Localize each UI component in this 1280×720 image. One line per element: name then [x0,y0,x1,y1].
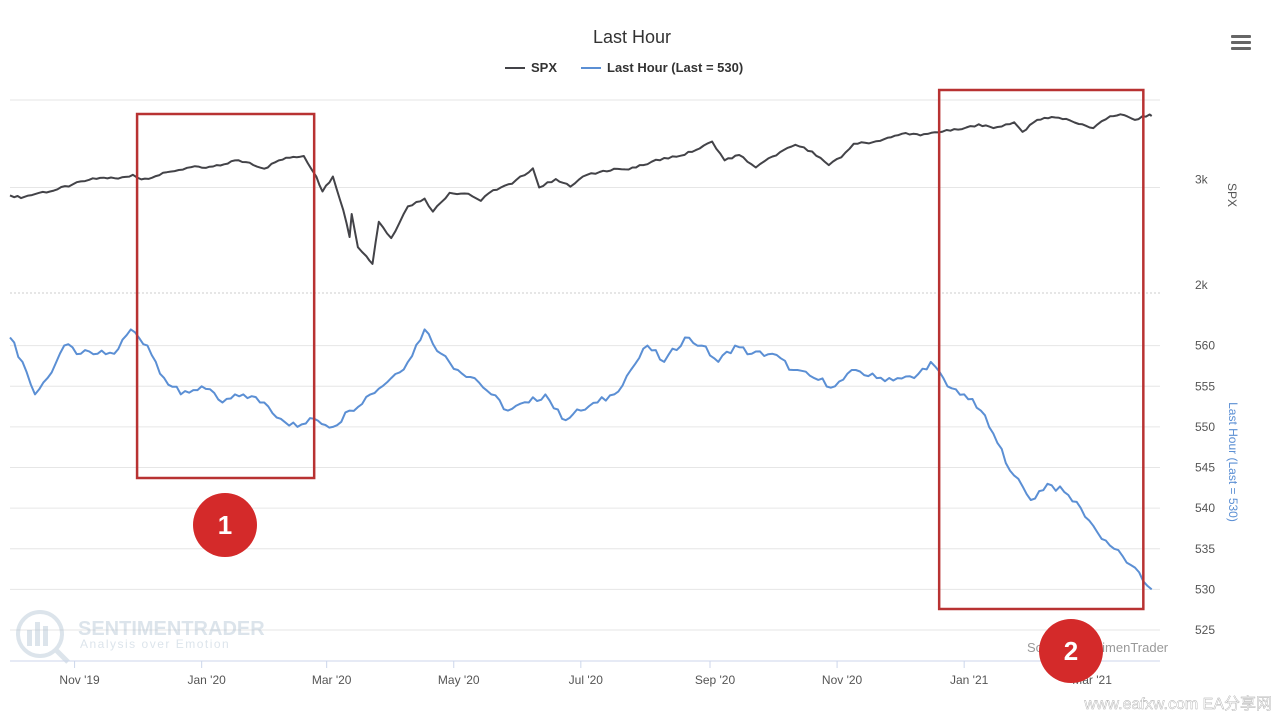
chart-title: Last Hour [593,27,671,47]
x-tick-label: Mar '20 [312,673,352,687]
highlight-box-1 [135,112,316,480]
y-tick-spx: 3k [1195,173,1209,187]
legend-item-last-hour[interactable]: Last Hour (Last = 530) [581,60,743,75]
x-tick-label: Sep '20 [695,673,736,687]
x-tick-label: Jan '20 [188,673,227,687]
series-line-spx [9,113,1153,265]
axes-layer: 3k 2k 560 555 550 545 540 535 530 525 Nov '19 Jan '… [10,173,1215,687]
y-tick-spx: 2k [1195,278,1209,292]
y-axis-title-last-hour: Last Hour (Last = 530) [1226,402,1240,522]
x-tick-label: Nov '20 [822,673,863,687]
y-tick-last-hour: 545 [1195,461,1215,475]
sentimentrader-watermark: SENTIMENTRADER Analysis over Emotion [16,610,265,664]
callout-label-1: 1 [218,510,232,540]
y-tick-last-hour: 535 [1195,542,1215,556]
legend-label-last-hour: Last Hour (Last = 530) [607,60,743,75]
y-tick-last-hour: 550 [1195,420,1215,434]
y-axis-title-spx: SPX [1225,183,1239,207]
hamburger-menu-icon[interactable] [1226,30,1258,54]
legend-item-spx[interactable]: SPX [505,60,557,75]
legend: SPX Last Hour (Last = 530) [505,60,743,75]
series-layer [9,113,1153,591]
watermark-brand: SENTIMENTRADER [78,618,265,640]
callout-label-2: 2 [1064,636,1078,666]
legend-label-spx: SPX [531,60,557,75]
y-tick-last-hour: 555 [1195,379,1215,393]
x-tick-label: Jul '20 [569,673,604,687]
series-line-last-hour [9,328,1153,591]
callout-circle-1 [193,493,257,557]
grid-lines [10,99,1160,631]
annotation-layer: 12 [135,88,1145,683]
watermark-tagline: Analysis over Emotion [80,637,230,651]
highlight-box-2 [937,88,1145,611]
x-tick-label: May '20 [438,673,480,687]
site-watermark: www.eafxw.com EA分享网 [1083,695,1272,713]
y-tick-last-hour: 530 [1195,582,1215,596]
watermark-logo-icon [16,610,70,664]
y-tick-last-hour: 525 [1195,623,1215,637]
x-tick-label: Jan '21 [950,673,989,687]
y-tick-last-hour: 540 [1195,501,1215,515]
x-tick-label: Nov '19 [59,673,100,687]
callout-circle-2 [1039,619,1103,683]
y-tick-last-hour: 560 [1195,339,1215,353]
